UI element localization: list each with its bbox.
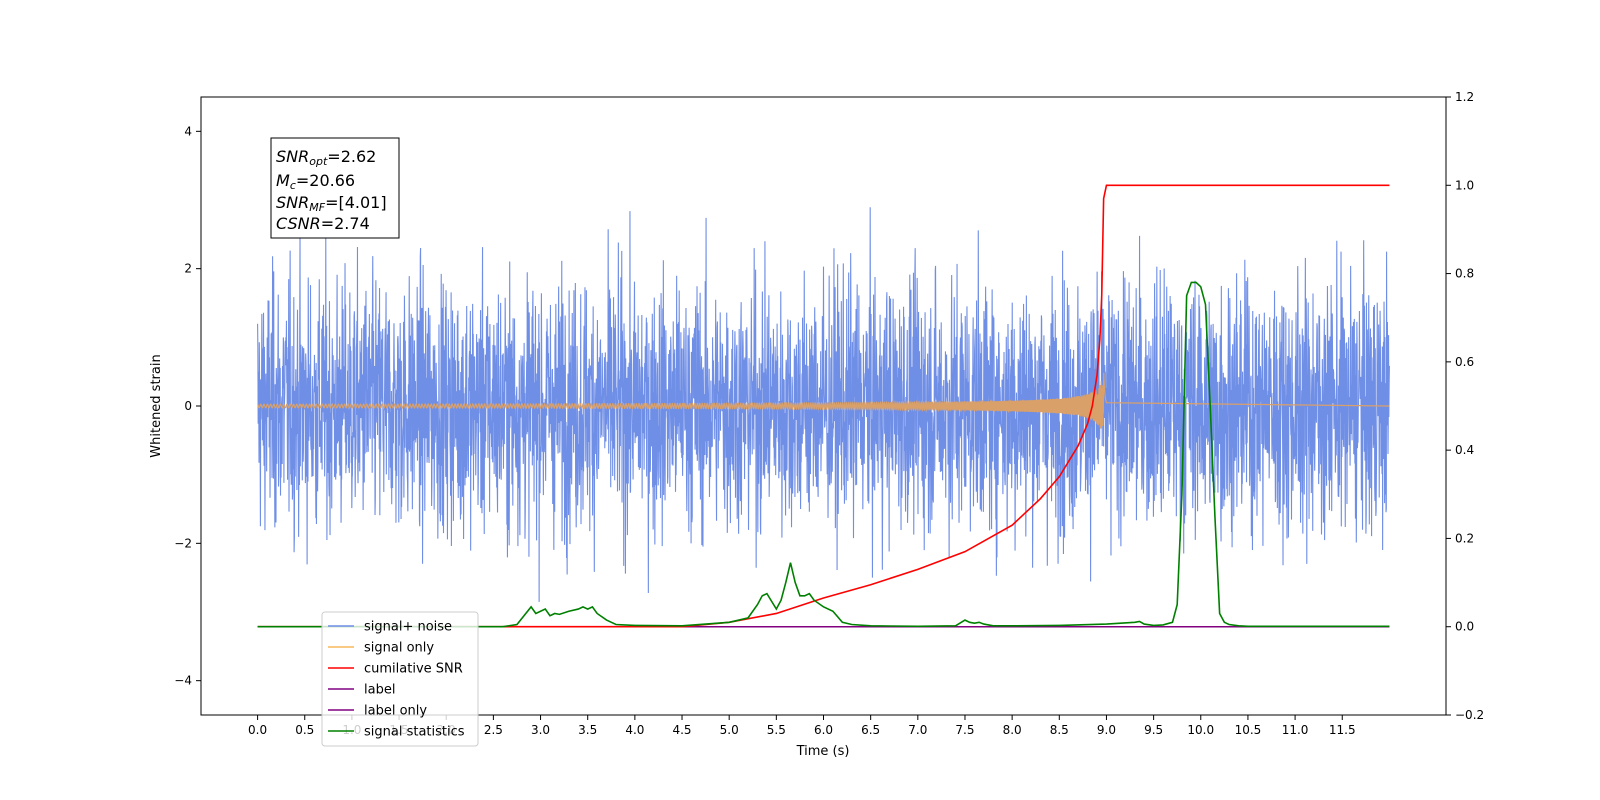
legend-frame [321, 611, 479, 747]
annotation-mc: Mc=20.66 [276, 171, 355, 192]
legend: signal+ noise signal only cumilative SNR la… [321, 611, 479, 747]
x-tick-label: 9.0 [1097, 723, 1116, 737]
y-left-tick-label: −2 [174, 536, 192, 550]
plot-area [257, 184, 1390, 628]
legend-label: signal only [364, 641, 434, 656]
x-tick-label: 11.0 [1282, 723, 1309, 737]
x-tick-label: 10.5 [1235, 723, 1262, 737]
y-right-tick-label: 0.2 [1455, 531, 1474, 545]
x-tick-label: 0.5 [295, 723, 314, 737]
legend-label: signal statistics [364, 725, 465, 740]
x-tick-label: 8.0 [1003, 723, 1022, 737]
x-tick-label: 2.5 [484, 723, 503, 737]
x-tick-label: 11.5 [1329, 723, 1356, 737]
x-tick-label: 7.5 [955, 723, 974, 737]
y-left-tick-label: 4 [184, 124, 192, 138]
x-tick-label: 7.0 [908, 723, 927, 737]
y-right-tick-label: 1.2 [1455, 90, 1474, 104]
x-tick-label: 5.0 [720, 723, 739, 737]
x-tick-label: 10.0 [1187, 723, 1214, 737]
x-tick-label: 9.5 [1144, 723, 1163, 737]
annotation-frame [270, 137, 400, 239]
legend-label: label [364, 683, 395, 698]
x-tick-label: 5.5 [767, 723, 786, 737]
x-tick-label: 4.5 [672, 723, 691, 737]
x-tick-label: 3.0 [531, 723, 550, 737]
annotation-snr-opt: SNRopt=2.62 [276, 147, 376, 168]
series-signal-noise [257, 207, 1390, 602]
series-signal-statistics [257, 281, 1390, 628]
legend-label: label only [364, 704, 427, 719]
series-cumulative-snr [257, 184, 1390, 628]
annotation-box: SNRopt=2.62 Mc=20.66 SNRMF=[4.01] CSNR=2… [270, 137, 400, 239]
annotation-snr-mf: SNRMF=[4.01] [276, 193, 387, 214]
y-right-tick-label: 1.0 [1455, 178, 1474, 192]
legend-label: cumilative SNR [364, 662, 463, 677]
x-tick-label: 8.5 [1050, 723, 1069, 737]
annotation-csnr: CSNR=2.74 [276, 214, 370, 233]
series-signal-only [257, 372, 1390, 429]
y-right-tick-label: 0.0 [1455, 620, 1474, 634]
x-tick-label: 3.5 [578, 723, 597, 737]
y-right-tick-label: 0.8 [1455, 267, 1474, 281]
x-tick-label: 4.0 [625, 723, 644, 737]
x-tick-label: 6.0 [814, 723, 833, 737]
y-left-tick-label: 0 [184, 399, 192, 413]
y-left-tick-label: 2 [184, 262, 192, 276]
y-axis-left: −4 −2 0 2 4 [174, 124, 201, 688]
y-left-tick-label: −4 [174, 674, 192, 688]
y-axis-right: −0.2 0.0 0.2 0.4 0.6 0.8 1.0 1.2 [1446, 90, 1484, 722]
legend-label: signal+ noise [364, 620, 452, 635]
y-right-tick-label: 0.6 [1455, 355, 1474, 369]
y-right-tick-label: −0.2 [1455, 708, 1484, 722]
y-axis-label: Whitened strain [149, 354, 164, 457]
x-tick-label: 6.5 [861, 723, 880, 737]
x-tick-label: 0.0 [248, 723, 267, 737]
y-right-tick-label: 0.4 [1455, 443, 1474, 457]
x-axis-label: Time (s) [796, 744, 850, 759]
